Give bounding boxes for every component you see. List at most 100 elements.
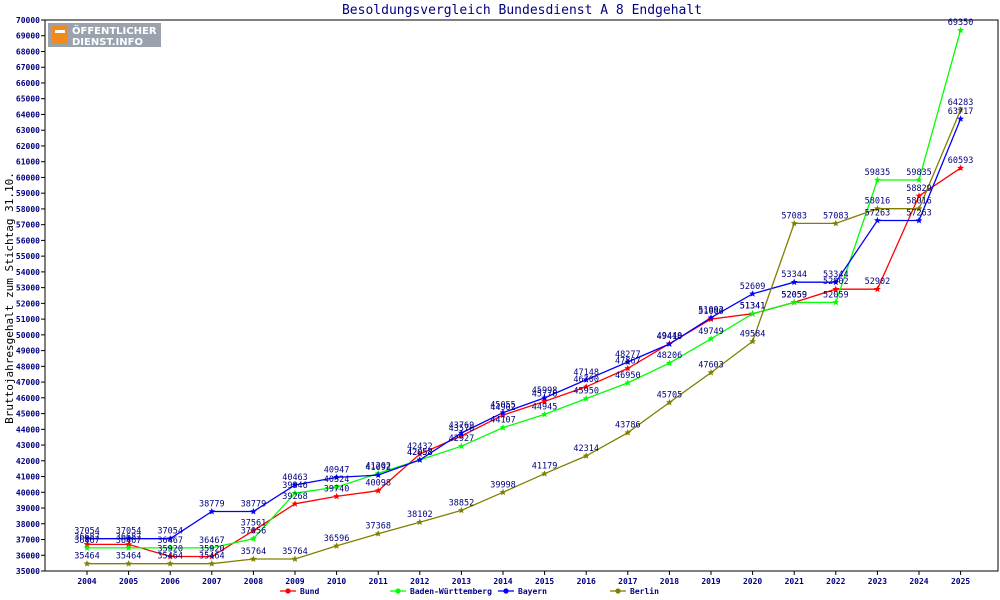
data-point [208, 560, 216, 567]
y-tick-label: 64000 [16, 110, 40, 119]
legend: Bund Baden-Württemberg Bayern Berlin [280, 586, 659, 596]
data-label: 35920 [199, 545, 225, 555]
data-label: 59835 [906, 168, 932, 178]
data-point [749, 337, 756, 345]
data-point [458, 432, 465, 439]
y-tick-label: 57000 [16, 221, 40, 230]
y-tick-label: 61000 [16, 158, 40, 167]
data-point [291, 489, 299, 496]
data-label: 41179 [532, 462, 558, 472]
data-point [832, 219, 840, 227]
data-label: 51341 [740, 302, 766, 312]
data-label: 35464 [157, 552, 183, 562]
data-label: 44902 [490, 403, 516, 413]
data-label: 63717 [948, 107, 974, 117]
data-point [83, 540, 91, 548]
data-point [166, 544, 174, 551]
y-tick-label: 58000 [16, 205, 40, 214]
data-label: 49418 [657, 332, 683, 342]
x-tick-label: 2011 [369, 577, 388, 586]
data-label: 35464 [74, 552, 100, 562]
data-point [208, 507, 216, 515]
data-point [749, 310, 756, 317]
y-tick-label: 54000 [16, 268, 40, 277]
data-point [499, 424, 507, 431]
y-tick-label: 51000 [16, 315, 40, 324]
data-point [291, 481, 299, 488]
data-label: 36467 [116, 536, 142, 546]
data-label: 43769 [449, 421, 475, 431]
data-point [458, 442, 465, 450]
data-point [790, 219, 798, 227]
data-label: 42314 [573, 444, 599, 454]
data-point [957, 26, 964, 34]
plot-frame [44, 19, 999, 572]
x-tick-label: 2023 [868, 577, 887, 586]
x-tick-label: 2014 [493, 577, 512, 586]
x-tick-label: 2005 [119, 577, 138, 586]
y-tick-label: 49000 [16, 347, 40, 356]
y-tick-label: 50000 [16, 331, 40, 340]
x-tick-label: 2018 [660, 577, 679, 586]
data-point [957, 164, 964, 171]
y-tick-label: 45000 [16, 410, 40, 419]
data-label: 53344 [823, 270, 849, 280]
x-tick-label: 2009 [285, 577, 304, 586]
data-point [832, 298, 840, 306]
y-tick-label: 48000 [16, 362, 40, 371]
x-tick-label: 2010 [327, 577, 346, 586]
data-point [915, 205, 923, 212]
data-point [582, 376, 590, 383]
data-point [374, 471, 382, 478]
data-label: 38779 [199, 500, 225, 510]
legend-swatch-marker [395, 588, 401, 594]
data-label: 45705 [657, 390, 683, 400]
data-point [83, 560, 91, 567]
y-tick-label: 66000 [16, 79, 40, 88]
y-tick-label: 56000 [16, 236, 40, 245]
data-label: 49440 [657, 332, 683, 342]
data-label: 39740 [324, 484, 350, 494]
x-tick-label: 2012 [410, 577, 429, 586]
data-label: 58829 [906, 184, 932, 194]
data-label: 35764 [241, 547, 267, 557]
data-point [624, 358, 632, 365]
data-label: 57083 [781, 211, 807, 221]
data-point [166, 535, 174, 542]
data-point [416, 450, 424, 457]
data-label: 36467 [157, 536, 183, 546]
series-group [83, 26, 964, 567]
y-tick-label: 70000 [16, 16, 40, 25]
y-tick-label: 69000 [16, 32, 40, 41]
data-point [707, 314, 715, 321]
data-point [166, 552, 174, 560]
data-label: 48277 [615, 350, 641, 360]
data-label: 42432 [407, 442, 433, 452]
x-tick-label: 2008 [244, 577, 263, 586]
legend-label: Baden-Württemberg [410, 587, 492, 596]
data-label: 43786 [615, 421, 641, 431]
data-label: 39998 [490, 480, 516, 490]
y-tick-label: 55000 [16, 252, 40, 261]
data-label: 48206 [657, 351, 683, 361]
data-label: 53344 [781, 270, 807, 280]
data-point [499, 411, 507, 418]
data-point [624, 379, 632, 386]
x-tick-label: 2020 [743, 577, 762, 586]
site-logo: ÖFFENTLICHER DIENST.INFO [48, 23, 161, 48]
data-point [790, 298, 798, 306]
x-tick-label: 2006 [161, 577, 180, 586]
data-label: 45998 [532, 386, 558, 396]
data-label: 42058 [407, 448, 433, 458]
y-tick-label: 62000 [16, 142, 40, 151]
data-point [957, 115, 964, 122]
data-point [749, 290, 756, 297]
data-label: 64283 [948, 98, 974, 108]
data-label: 49584 [740, 329, 766, 339]
data-point [458, 506, 465, 514]
data-label: 37054 [74, 527, 100, 537]
data-label: 47867 [615, 356, 641, 366]
data-label: 37056 [241, 527, 267, 537]
data-label: 42058 [407, 448, 433, 458]
y-tick-label: 37000 [16, 536, 40, 545]
